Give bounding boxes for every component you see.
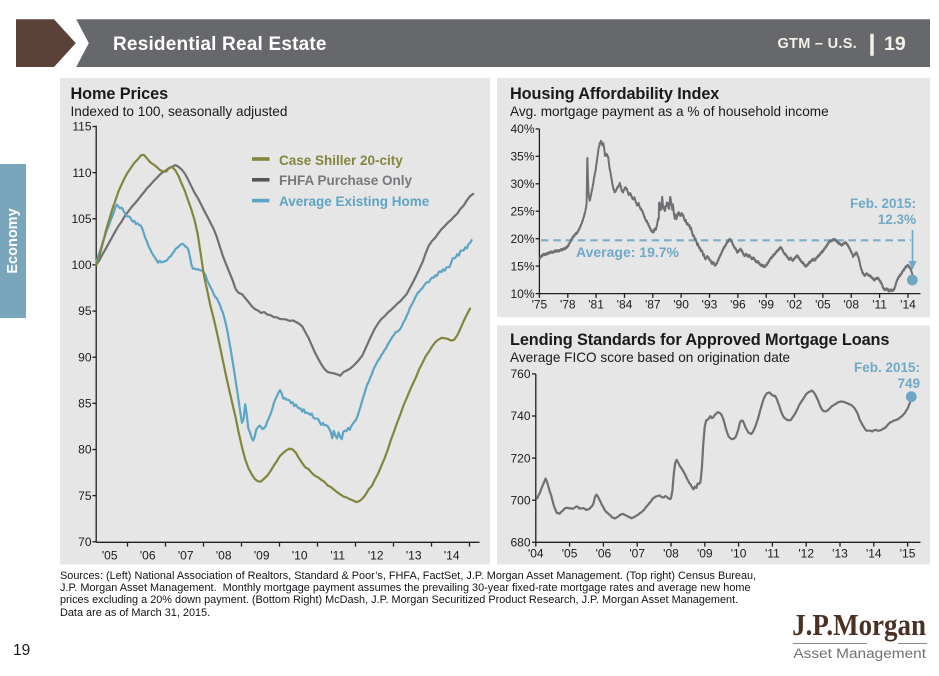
svg-text:'87: '87 xyxy=(645,298,661,312)
svg-text:25%: 25% xyxy=(510,204,534,218)
svg-text:720: 720 xyxy=(510,451,530,465)
svg-text:'14: '14 xyxy=(444,549,460,563)
svg-text:'07: '07 xyxy=(178,549,194,563)
svg-text:110: 110 xyxy=(72,166,91,180)
svg-text:105: 105 xyxy=(71,212,91,226)
svg-text:15%: 15% xyxy=(510,259,534,273)
svg-text:760: 760 xyxy=(510,367,530,381)
svg-text:70: 70 xyxy=(78,535,92,549)
svg-text:20%: 20% xyxy=(510,232,534,246)
svg-text:35%: 35% xyxy=(510,150,534,164)
svg-text:'14: '14 xyxy=(866,547,882,561)
svg-text:'11: '11 xyxy=(330,549,345,563)
svg-text:'09: '09 xyxy=(697,547,713,561)
svg-text:740: 740 xyxy=(510,409,530,423)
svg-text:'08: '08 xyxy=(216,549,232,563)
svg-text:'04: '04 xyxy=(528,547,544,561)
svg-text:'90: '90 xyxy=(673,298,689,312)
svg-text:'81: '81 xyxy=(588,298,604,312)
svg-text:'12: '12 xyxy=(798,547,814,561)
svg-text:'13: '13 xyxy=(832,547,848,561)
svg-text:'09: '09 xyxy=(254,549,270,563)
svg-text:'08: '08 xyxy=(843,298,859,312)
svg-text:40%: 40% xyxy=(510,122,534,136)
svg-text:'06: '06 xyxy=(596,547,612,561)
svg-text:100: 100 xyxy=(71,258,91,272)
svg-text:'05: '05 xyxy=(102,549,118,563)
svg-text:'06: '06 xyxy=(140,549,156,563)
svg-text:'93: '93 xyxy=(702,298,718,312)
svg-text:'99: '99 xyxy=(758,298,774,312)
svg-text:'15: '15 xyxy=(900,547,916,561)
svg-text:'12: '12 xyxy=(368,549,384,563)
svg-text:'11: '11 xyxy=(872,298,887,312)
svg-text:80: 80 xyxy=(78,443,92,457)
svg-text:'10: '10 xyxy=(292,549,308,563)
svg-text:'02: '02 xyxy=(787,298,803,312)
svg-text:'10: '10 xyxy=(731,547,747,561)
svg-text:'05: '05 xyxy=(815,298,831,312)
svg-text:'75: '75 xyxy=(532,298,548,312)
svg-text:'13: '13 xyxy=(406,549,422,563)
svg-text:'78: '78 xyxy=(560,298,576,312)
svg-text:10%: 10% xyxy=(510,287,534,301)
svg-text:85: 85 xyxy=(78,397,92,411)
svg-text:75: 75 xyxy=(78,489,92,503)
svg-text:'08: '08 xyxy=(663,547,679,561)
svg-text:'84: '84 xyxy=(617,298,633,312)
svg-text:700: 700 xyxy=(510,493,530,507)
svg-text:'05: '05 xyxy=(562,547,578,561)
svg-text:680: 680 xyxy=(510,536,530,550)
svg-text:'14: '14 xyxy=(900,298,916,312)
svg-text:'96: '96 xyxy=(730,298,746,312)
svg-text:'07: '07 xyxy=(629,547,645,561)
svg-text:90: 90 xyxy=(78,350,92,364)
svg-text:95: 95 xyxy=(78,304,92,318)
svg-text:'11: '11 xyxy=(765,547,780,561)
svg-text:115: 115 xyxy=(72,120,91,134)
svg-text:30%: 30% xyxy=(510,177,534,191)
